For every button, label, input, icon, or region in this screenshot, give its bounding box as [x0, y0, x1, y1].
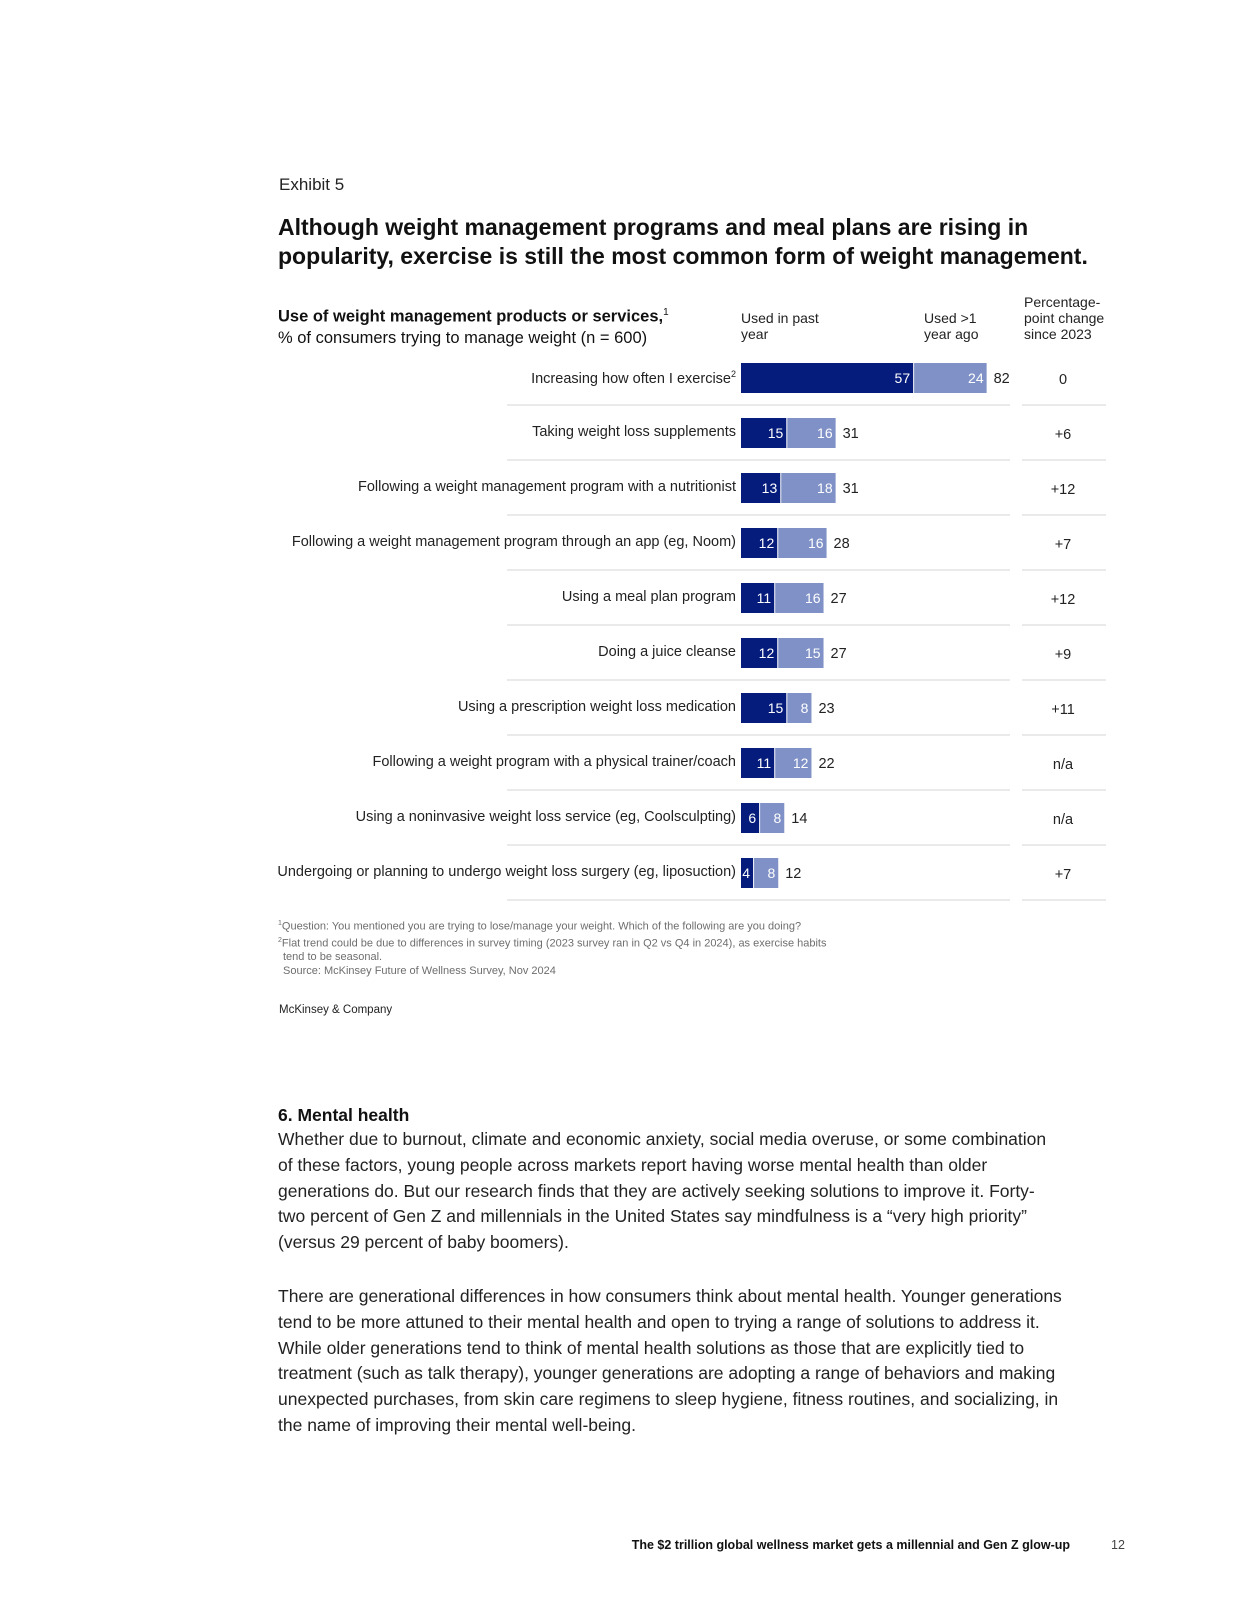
category-label: Following a weight program with a physic…: [372, 754, 736, 770]
footnote-1: 1Question: You mentioned you are trying …: [278, 920, 802, 933]
value-label-over-year: 8: [801, 700, 809, 716]
pp-change-label: +11: [1051, 702, 1075, 718]
bar-past-year: [741, 858, 754, 888]
paragraph-1: Whether due to burnout, climate and econ…: [278, 1129, 1047, 1253]
footnotes: 1Question: You mentioned you are trying …: [278, 917, 827, 978]
bar-over-year: [781, 473, 836, 503]
footnote-2-cont: tend to be seasonal.: [283, 951, 383, 964]
pp-change-label: 0: [1059, 372, 1067, 388]
value-label-past-year: 11: [757, 755, 772, 771]
bar-over-year: [775, 583, 824, 613]
footnote-2-mark: 2: [278, 937, 282, 945]
header-used-over-year: Used >1 year ago: [924, 310, 979, 342]
category-label: Following a weight management program wi…: [358, 479, 736, 495]
category-label: Using a noninvasive weight loss service …: [355, 809, 736, 825]
bar-over-year: [787, 418, 836, 448]
chart-subtitle-block: Use of weight management products or ser…: [278, 302, 669, 349]
pp-change-label: n/a: [1053, 757, 1074, 773]
bar-past-year: [741, 638, 778, 668]
total-label: 28: [834, 536, 850, 552]
value-label-past-year: 6: [748, 810, 756, 826]
pp-change-label: +9: [1055, 647, 1072, 663]
category-footnote-mark: 2: [730, 369, 736, 379]
bar-past-year: [741, 473, 781, 503]
page-number: 12: [1111, 1538, 1125, 1552]
bar-past-year: [741, 748, 775, 778]
total-label: 31: [843, 481, 859, 497]
exhibit-title: Although weight management programs and …: [278, 214, 1088, 269]
value-label-over-year: 18: [817, 480, 833, 496]
section-heading: 6. Mental health: [278, 1105, 410, 1125]
pp-change-label: +7: [1055, 867, 1072, 883]
value-label-over-year: 8: [773, 810, 781, 826]
value-label-over-year: 16: [808, 535, 824, 551]
category-label: Using a meal plan program: [561, 589, 736, 605]
chart-title: Use of weight management products or ser…: [278, 307, 664, 326]
chart-title-footnote: 1: [663, 307, 669, 318]
pp-change-label: +12: [1051, 482, 1076, 498]
header-used-past-year: Used in past year: [741, 310, 819, 342]
value-label-past-year: 4: [742, 865, 750, 881]
value-label-over-year: 16: [805, 590, 821, 606]
pp-change-label: +7: [1055, 537, 1072, 553]
category-label: Doing a juice cleanse: [598, 644, 736, 660]
category-label: Using a prescription weight loss medicat…: [457, 699, 736, 715]
total-label: 27: [831, 591, 847, 607]
bar-over-year: [754, 858, 779, 888]
bar-past-year: [741, 583, 775, 613]
total-label: 23: [818, 701, 834, 717]
bar-over-year: [775, 748, 812, 778]
value-label-over-year: 16: [817, 425, 833, 441]
value-label-past-year: 13: [762, 480, 778, 496]
value-label-past-year: 12: [759, 645, 775, 661]
bar-over-year: [914, 363, 987, 393]
total-label: 12: [785, 866, 801, 882]
value-label-past-year: 11: [757, 590, 772, 606]
total-label: 27: [831, 646, 847, 662]
category-label: Increasing how often I exercise2: [531, 369, 736, 387]
value-label-over-year: 12: [793, 755, 809, 771]
value-label-over-year: 24: [968, 370, 984, 386]
exhibit-label: Exhibit 5: [279, 175, 345, 194]
bar-past-year: [741, 803, 760, 833]
bar-chart: 57 24 82 0 15 16 31 +6 13 18 31 +12 12 16 28 +7 11 16 27 +1…: [277, 363, 1106, 901]
bar-past-year: [741, 418, 787, 448]
bar-past-year: [741, 363, 914, 393]
total-label: 31: [843, 426, 859, 442]
total-label: 82: [994, 371, 1010, 387]
header-pp-change: Percentage-point change since 2023: [1024, 294, 1105, 342]
total-label: 14: [791, 811, 807, 827]
value-label-past-year: 57: [895, 370, 911, 386]
category-label: Undergoing or planning to undergo weight…: [277, 864, 736, 880]
bar-over-year: [787, 693, 812, 723]
value-label-past-year: 15: [768, 700, 784, 716]
value-label-over-year: 15: [805, 645, 821, 661]
value-label-over-year: 8: [767, 865, 775, 881]
total-label: 22: [818, 756, 834, 772]
category-label: Taking weight loss supplements: [532, 424, 736, 440]
footnote-1-mark: 1: [278, 920, 282, 927]
bar-over-year: [778, 528, 827, 558]
bar-over-year: [778, 638, 824, 668]
pp-change-label: +6: [1055, 427, 1072, 443]
bar-past-year: [741, 528, 778, 558]
bar-past-year: [741, 693, 787, 723]
brand-name: McKinsey & Company: [279, 1004, 393, 1016]
footnote-2: 2Flat trend could be due to differences …: [278, 937, 827, 950]
paragraph-2: There are generational differences in ho…: [278, 1286, 1062, 1435]
chart-subtitle: % of consumers trying to manage weight (…: [278, 328, 648, 347]
source-note: Source: McKinsey Future of Wellness Surv…: [283, 964, 556, 977]
pp-change-label: +12: [1051, 592, 1076, 608]
footer-title: The $2 trillion global wellness market g…: [631, 1538, 1070, 1552]
category-label: Following a weight management program th…: [291, 534, 736, 550]
pp-change-label: n/a: [1053, 812, 1074, 828]
value-label-past-year: 15: [768, 425, 784, 441]
value-label-past-year: 12: [759, 535, 775, 551]
bar-over-year: [760, 803, 785, 833]
